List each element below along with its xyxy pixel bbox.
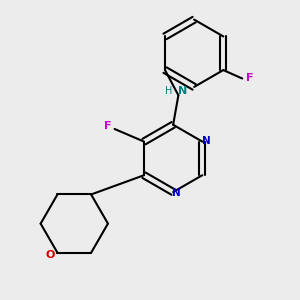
Text: F: F: [104, 121, 112, 131]
Text: H: H: [165, 86, 172, 96]
Text: N: N: [202, 136, 210, 146]
Text: O: O: [45, 250, 55, 260]
Text: F: F: [246, 74, 253, 83]
Text: N: N: [178, 86, 187, 96]
Text: N: N: [172, 188, 181, 198]
